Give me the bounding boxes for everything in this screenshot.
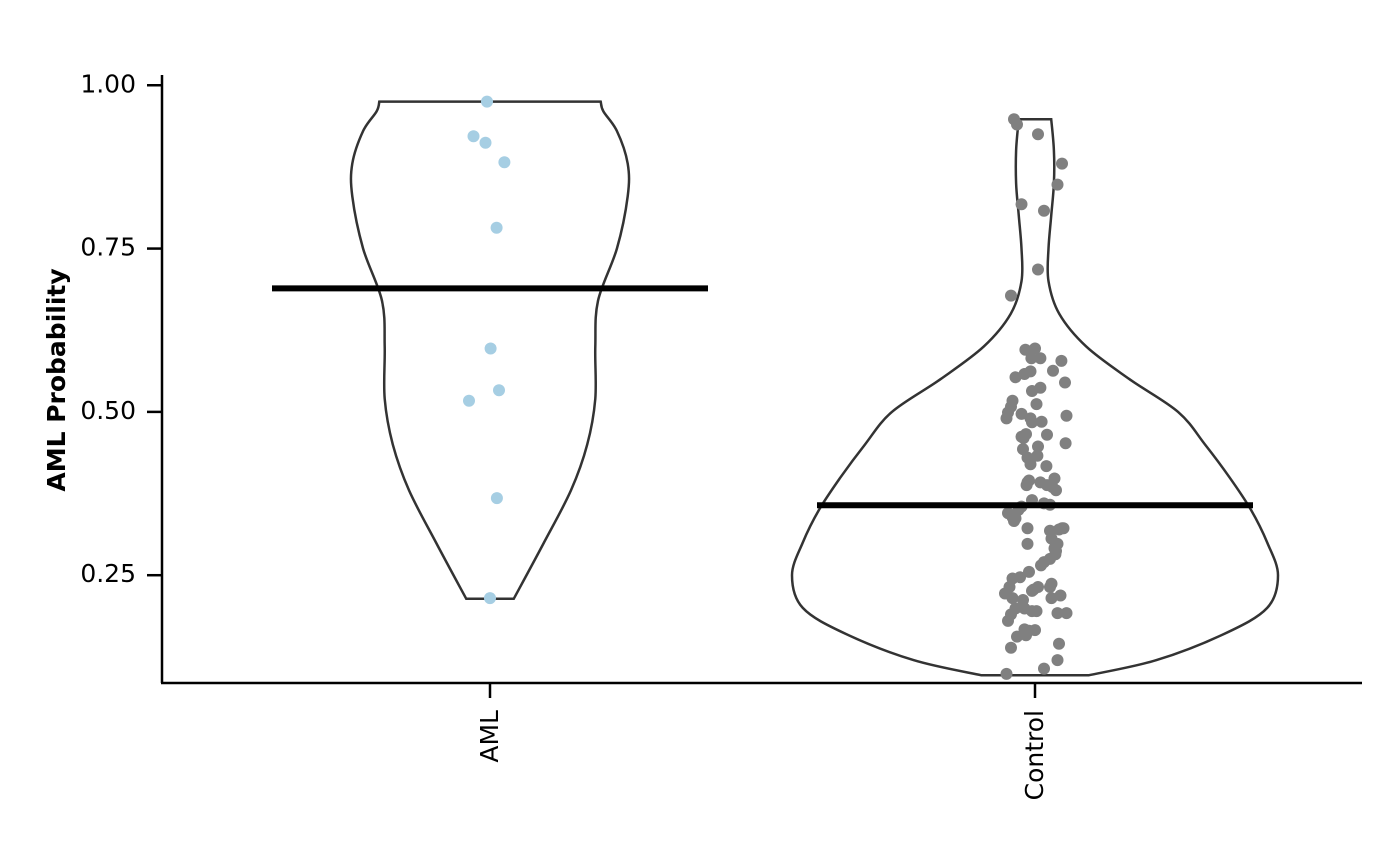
data-point [1015,430,1028,443]
data-point [1054,589,1067,602]
data-point [1000,667,1013,680]
data-point [1051,654,1064,667]
data-point [1020,629,1032,642]
y-ticks: 0.25 0.50 0.75 1.00 [80,69,162,588]
data-point [1050,484,1062,497]
data-point [1023,565,1035,578]
data-point [1006,592,1019,605]
data-point [1038,204,1050,217]
data-point [1031,449,1044,462]
data-point [1060,607,1073,620]
data-point [1051,178,1064,191]
data-point [1032,263,1044,276]
data-point [1005,641,1017,654]
x-tick-label-aml: AML [475,710,504,763]
data-point [1030,605,1043,618]
data-point [1034,352,1047,365]
data-point [1044,581,1056,593]
data-point [1051,607,1064,620]
data-point [1015,407,1028,420]
data-point [1021,522,1034,535]
data-point [1032,440,1044,453]
data-point [1025,352,1038,365]
data-point [1008,515,1020,527]
data-point [1026,584,1038,597]
x-tick-label-control: Control [1020,710,1049,800]
data-point [1011,118,1023,131]
data-point [1000,412,1013,425]
data-point [498,156,511,169]
data-point [1056,157,1068,170]
data-point [1011,630,1023,643]
data-point [467,130,480,143]
data-point [1059,437,1072,450]
data-point [1005,289,1017,302]
data-point [1035,415,1048,428]
y-tick-label: 1.00 [80,69,136,98]
data-point [1055,354,1068,367]
data-point [1029,624,1041,637]
data-point [484,342,497,355]
data-point [1038,662,1050,675]
mean-lines-layer [272,285,1253,509]
data-point [1015,198,1028,211]
data-point [493,384,505,397]
data-point [1026,416,1038,429]
data-point [1041,428,1053,441]
data-point [1019,343,1032,356]
data-point [1029,342,1041,355]
data-point [1047,364,1059,377]
data-point [1002,614,1014,627]
points-layer [463,95,1073,680]
data-point [1018,368,1031,380]
data-point [481,95,493,108]
data-point [1009,371,1022,384]
data-point [1060,409,1073,422]
x-ticks: AML Control [475,683,1049,800]
violin-layer [349,100,1280,677]
data-point [1026,385,1038,397]
data-point [484,592,496,605]
data-point [479,136,492,149]
data-point [1021,537,1034,550]
y-tick-label: 0.75 [80,233,136,262]
data-point [1020,479,1033,492]
data-point [1053,637,1065,650]
y-tick-label: 0.25 [80,559,136,588]
data-point [1053,523,1065,536]
data-point [490,221,503,234]
data-point [1045,592,1058,605]
data-point [463,394,475,407]
data-point [1030,398,1043,411]
y-axis-title: AML Probability [42,268,71,491]
data-point [1040,460,1053,473]
data-point [1032,128,1044,141]
data-point [1024,458,1037,471]
data-point [490,492,503,505]
data-point [1059,376,1071,389]
data-point [1035,559,1047,572]
y-tick-label: 0.50 [80,396,136,425]
